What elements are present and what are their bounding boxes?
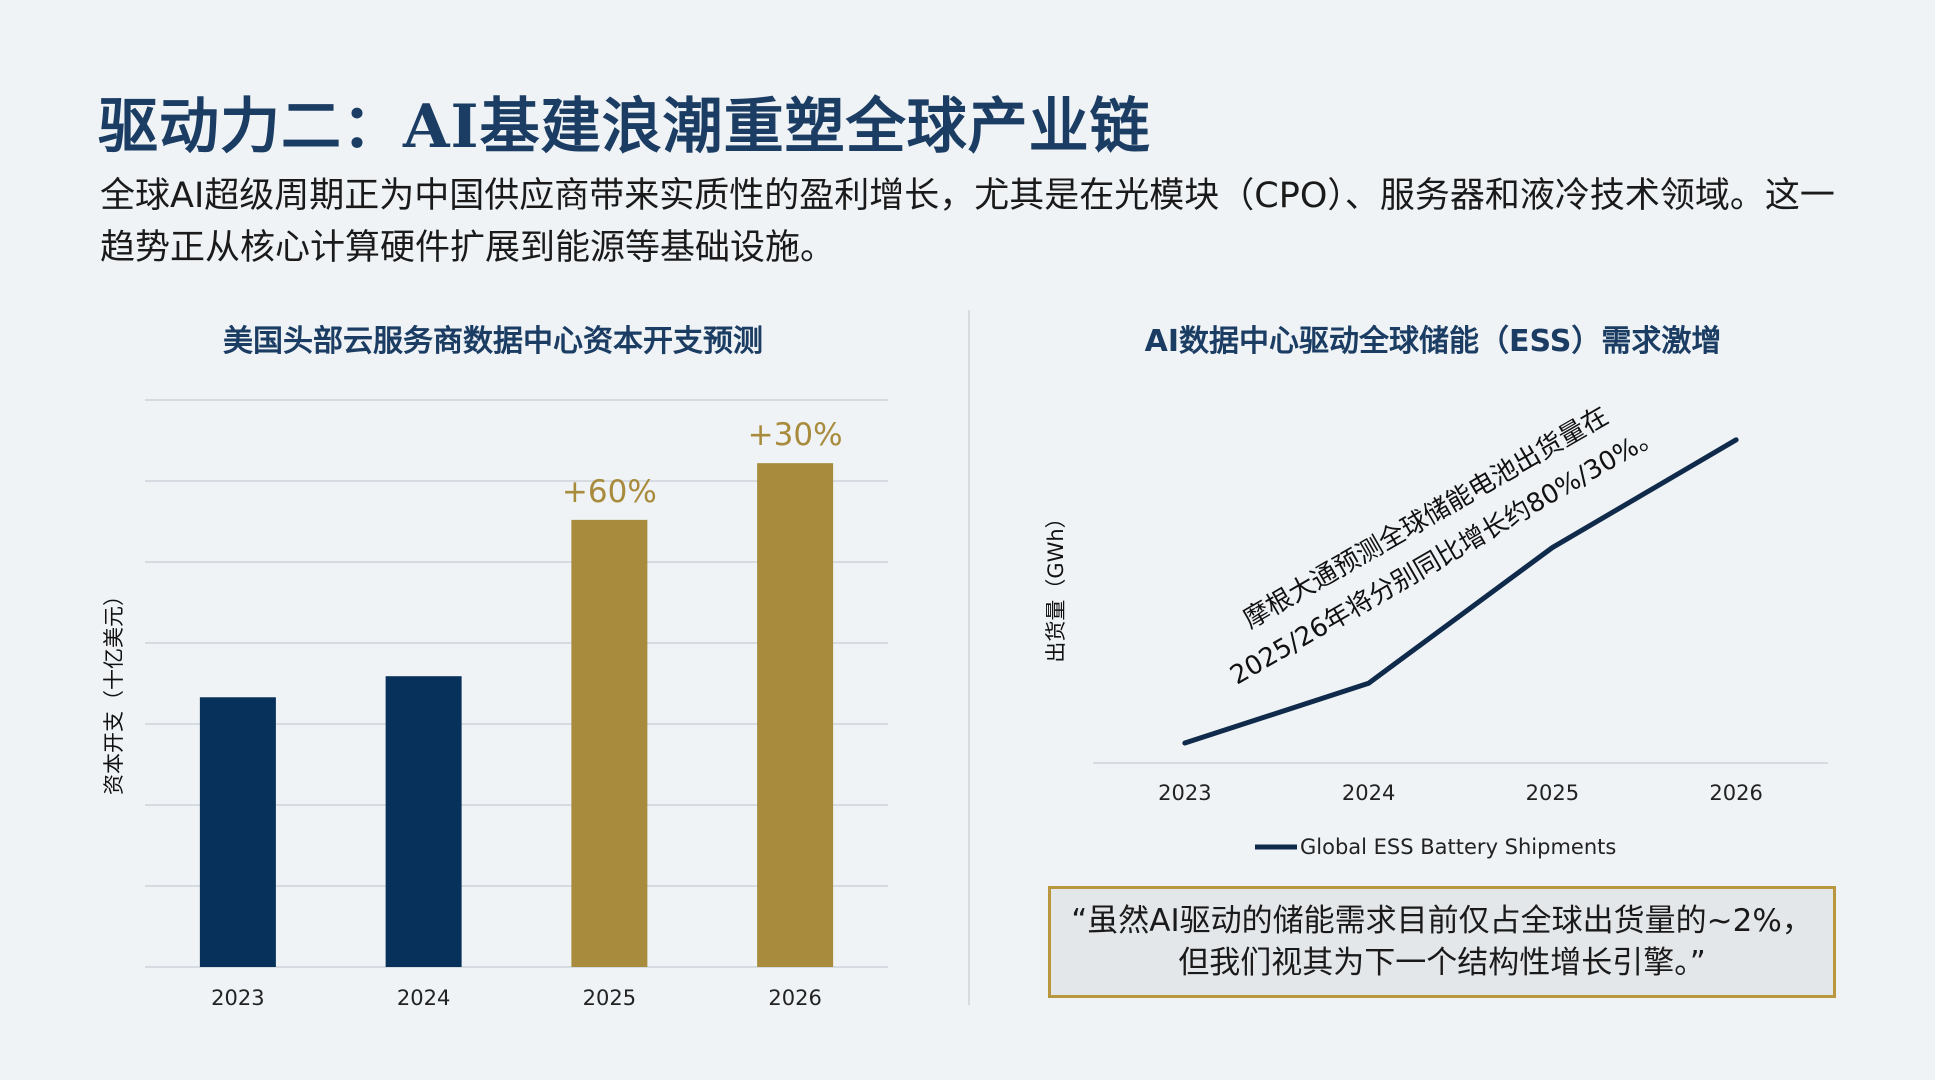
data-label: +30% [748, 417, 843, 453]
page-subtitle: 全球AI超级周期正为中国供应商带来实质性的盈利增长，尤其是在光模块（CPO）、服… [100, 176, 1835, 268]
x-tick-label: 2025 [583, 986, 636, 1010]
x-tick-label: 2026 [768, 986, 821, 1010]
x-tick-label: 2024 [397, 986, 450, 1010]
x-tick-label: 2023 [211, 986, 264, 1010]
bar-2025 [571, 519, 648, 967]
line-chart-title: AI数据中心驱动全球储能（ESS）需求激增 [1144, 324, 1722, 359]
legend-label: Global ESS Battery Shipments [1300, 835, 1616, 859]
bar-2023 [199, 697, 276, 967]
annotation-line-2: 2025/26年将分别同比增长约80%/30%。 [1225, 419, 1666, 691]
divider [968, 310, 970, 1005]
bar-2024 [385, 676, 462, 967]
quote-box: “虽然AI驱动的储能需求目前仅占全球出货量的~2%， 但我们视其为下一个结构性增… [1048, 886, 1836, 998]
quote-line-1: “虽然AI驱动的储能需求目前仅占全球出货量的~2%， [1071, 903, 1813, 939]
y-axis-label: 资本开支（十亿美元） [102, 585, 126, 795]
x-tick-label: 2025 [1526, 781, 1579, 805]
page-title: 驱动力二：AI基建浪潮重塑全球产业链 [98, 92, 1151, 162]
bar-2026 [757, 463, 834, 967]
y-axis-label: 出货量（GWh） [1044, 507, 1068, 662]
annotation-line-1: 摩根大通预测全球储能电池出货量在 [1238, 401, 1613, 635]
bar-chart-title: 美国头部云服务商数据中心资本开支预测 [223, 324, 763, 359]
x-tick-label: 2023 [1158, 781, 1211, 805]
x-tick-label: 2026 [1709, 781, 1762, 805]
x-tick-label: 2024 [1342, 781, 1395, 805]
series-line [1182, 437, 1739, 746]
quote-line-2: 但我们视其为下一个结构性增长引擎。” [1178, 945, 1706, 981]
data-label: +60% [562, 474, 657, 510]
